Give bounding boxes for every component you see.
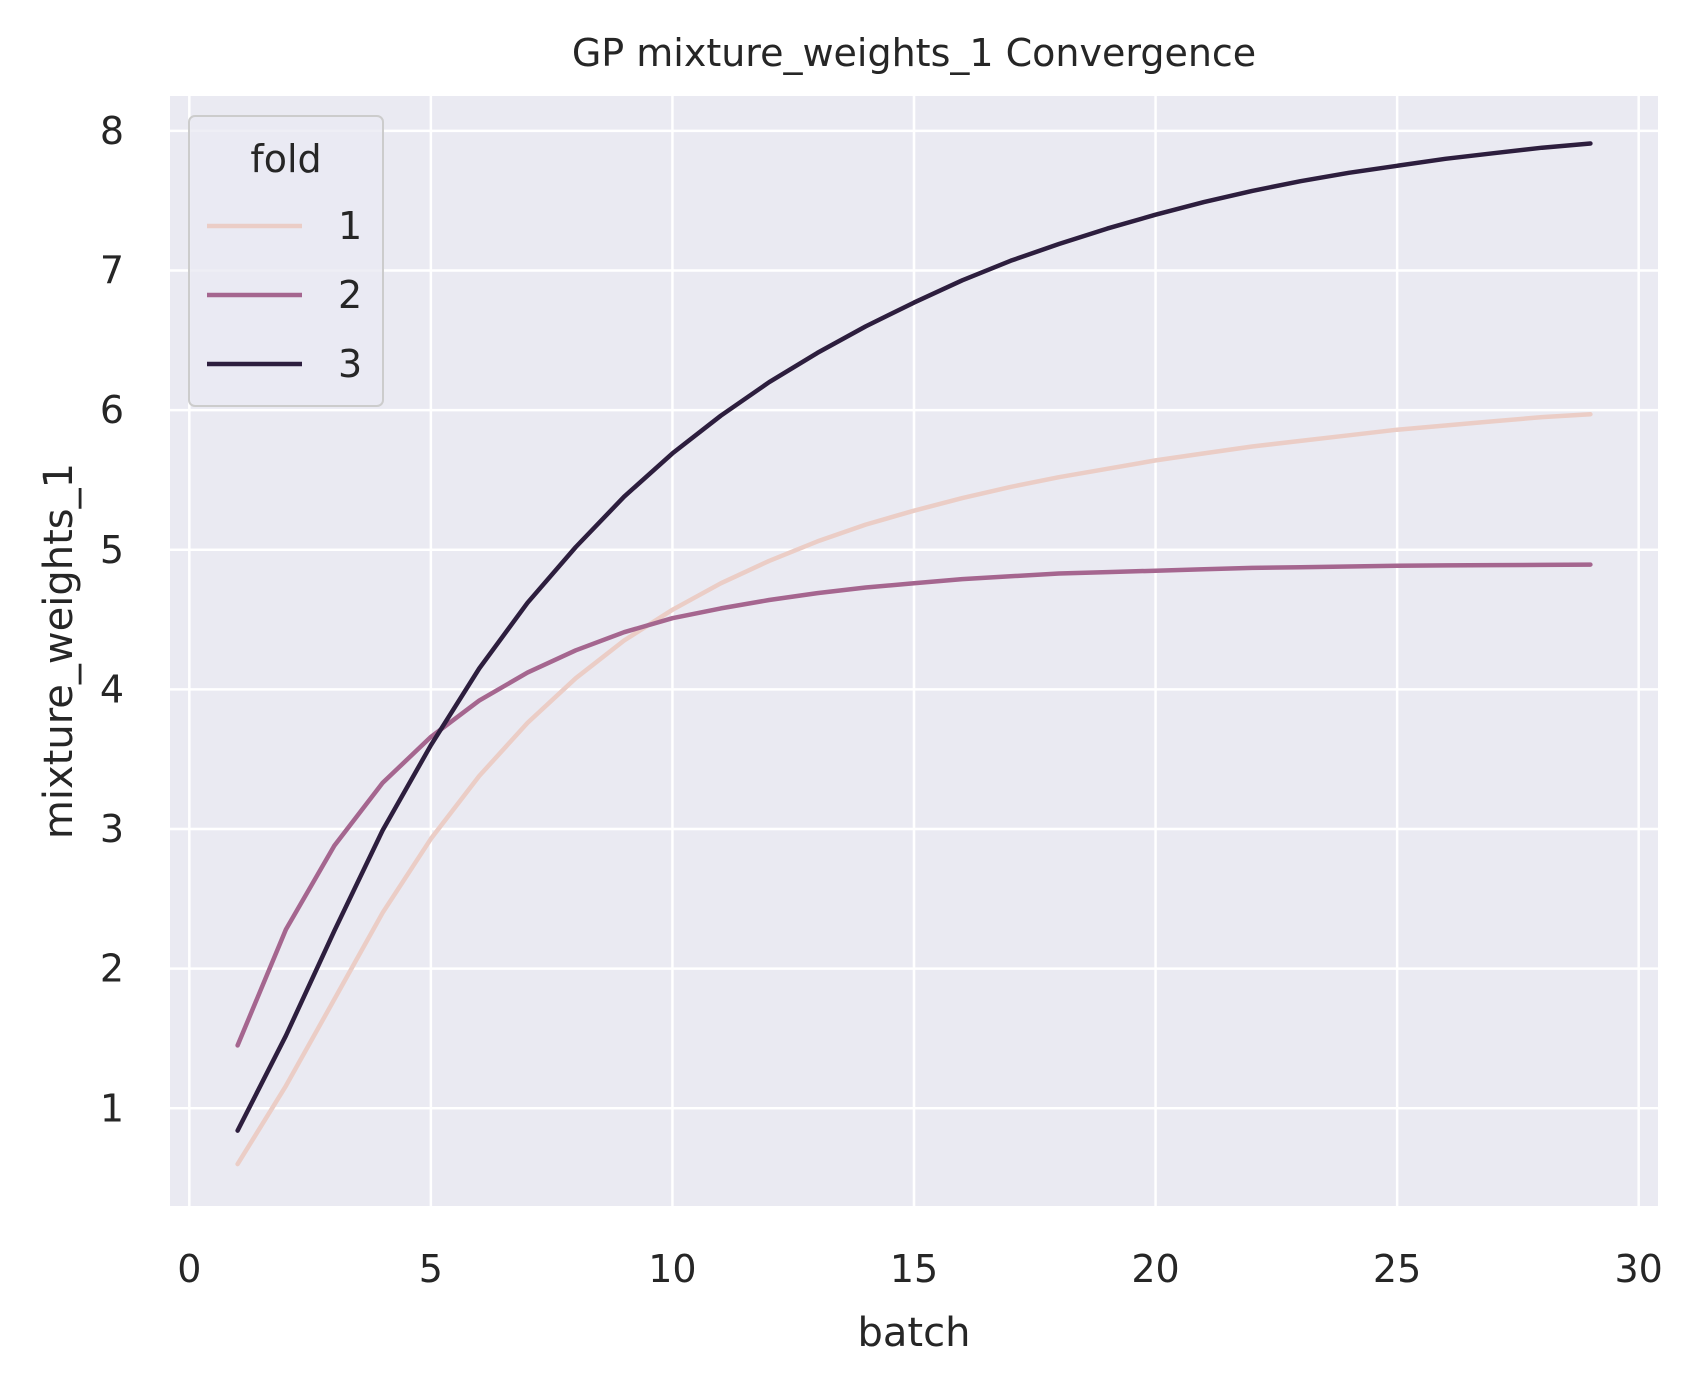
y-tick-label: 3	[100, 807, 124, 851]
series-line-fold-2	[235, 562, 1593, 1048]
series-line-fold-1	[235, 412, 1593, 1167]
y-tick-label: 8	[100, 109, 124, 153]
legend: fold 1 2 3	[188, 115, 384, 407]
x-tick-labels: 0 5 10 15 20 25 30	[177, 1247, 1663, 1291]
x-tick-label: 30	[1614, 1247, 1662, 1291]
y-tick-labels: 1 2 3 4 5 6 7 8	[100, 109, 124, 1130]
chart-title: GP mixture_weights_1 Convergence	[572, 31, 1256, 75]
y-tick-label: 1	[100, 1086, 124, 1130]
legend-label-fold-3: 3	[338, 342, 362, 386]
y-tick-label: 5	[100, 528, 124, 572]
x-axis-label: batch	[858, 1310, 971, 1356]
legend-label-fold-2: 2	[338, 273, 362, 317]
series-line-fold-3	[235, 141, 1593, 1133]
legend-box	[188, 115, 384, 407]
y-axis-label: mixture_weights_1	[36, 463, 82, 839]
legend-items: 1 2 3	[207, 204, 362, 386]
series-lines	[235, 141, 1593, 1167]
x-tick-label: 15	[890, 1247, 938, 1291]
legend-title: fold	[250, 137, 321, 181]
y-tick-label: 4	[100, 667, 124, 711]
x-tick-label: 0	[177, 1247, 201, 1291]
legend-label-fold-1: 1	[338, 204, 362, 248]
x-tick-label: 10	[648, 1247, 696, 1291]
x-tick-label: 20	[1131, 1247, 1179, 1291]
y-tick-label: 2	[100, 947, 124, 991]
y-tick-label: 6	[100, 388, 124, 432]
x-tick-label: 25	[1373, 1247, 1421, 1291]
grid-lines	[170, 96, 1658, 1206]
x-tick-label: 5	[419, 1247, 443, 1291]
y-tick-label: 7	[100, 249, 124, 293]
